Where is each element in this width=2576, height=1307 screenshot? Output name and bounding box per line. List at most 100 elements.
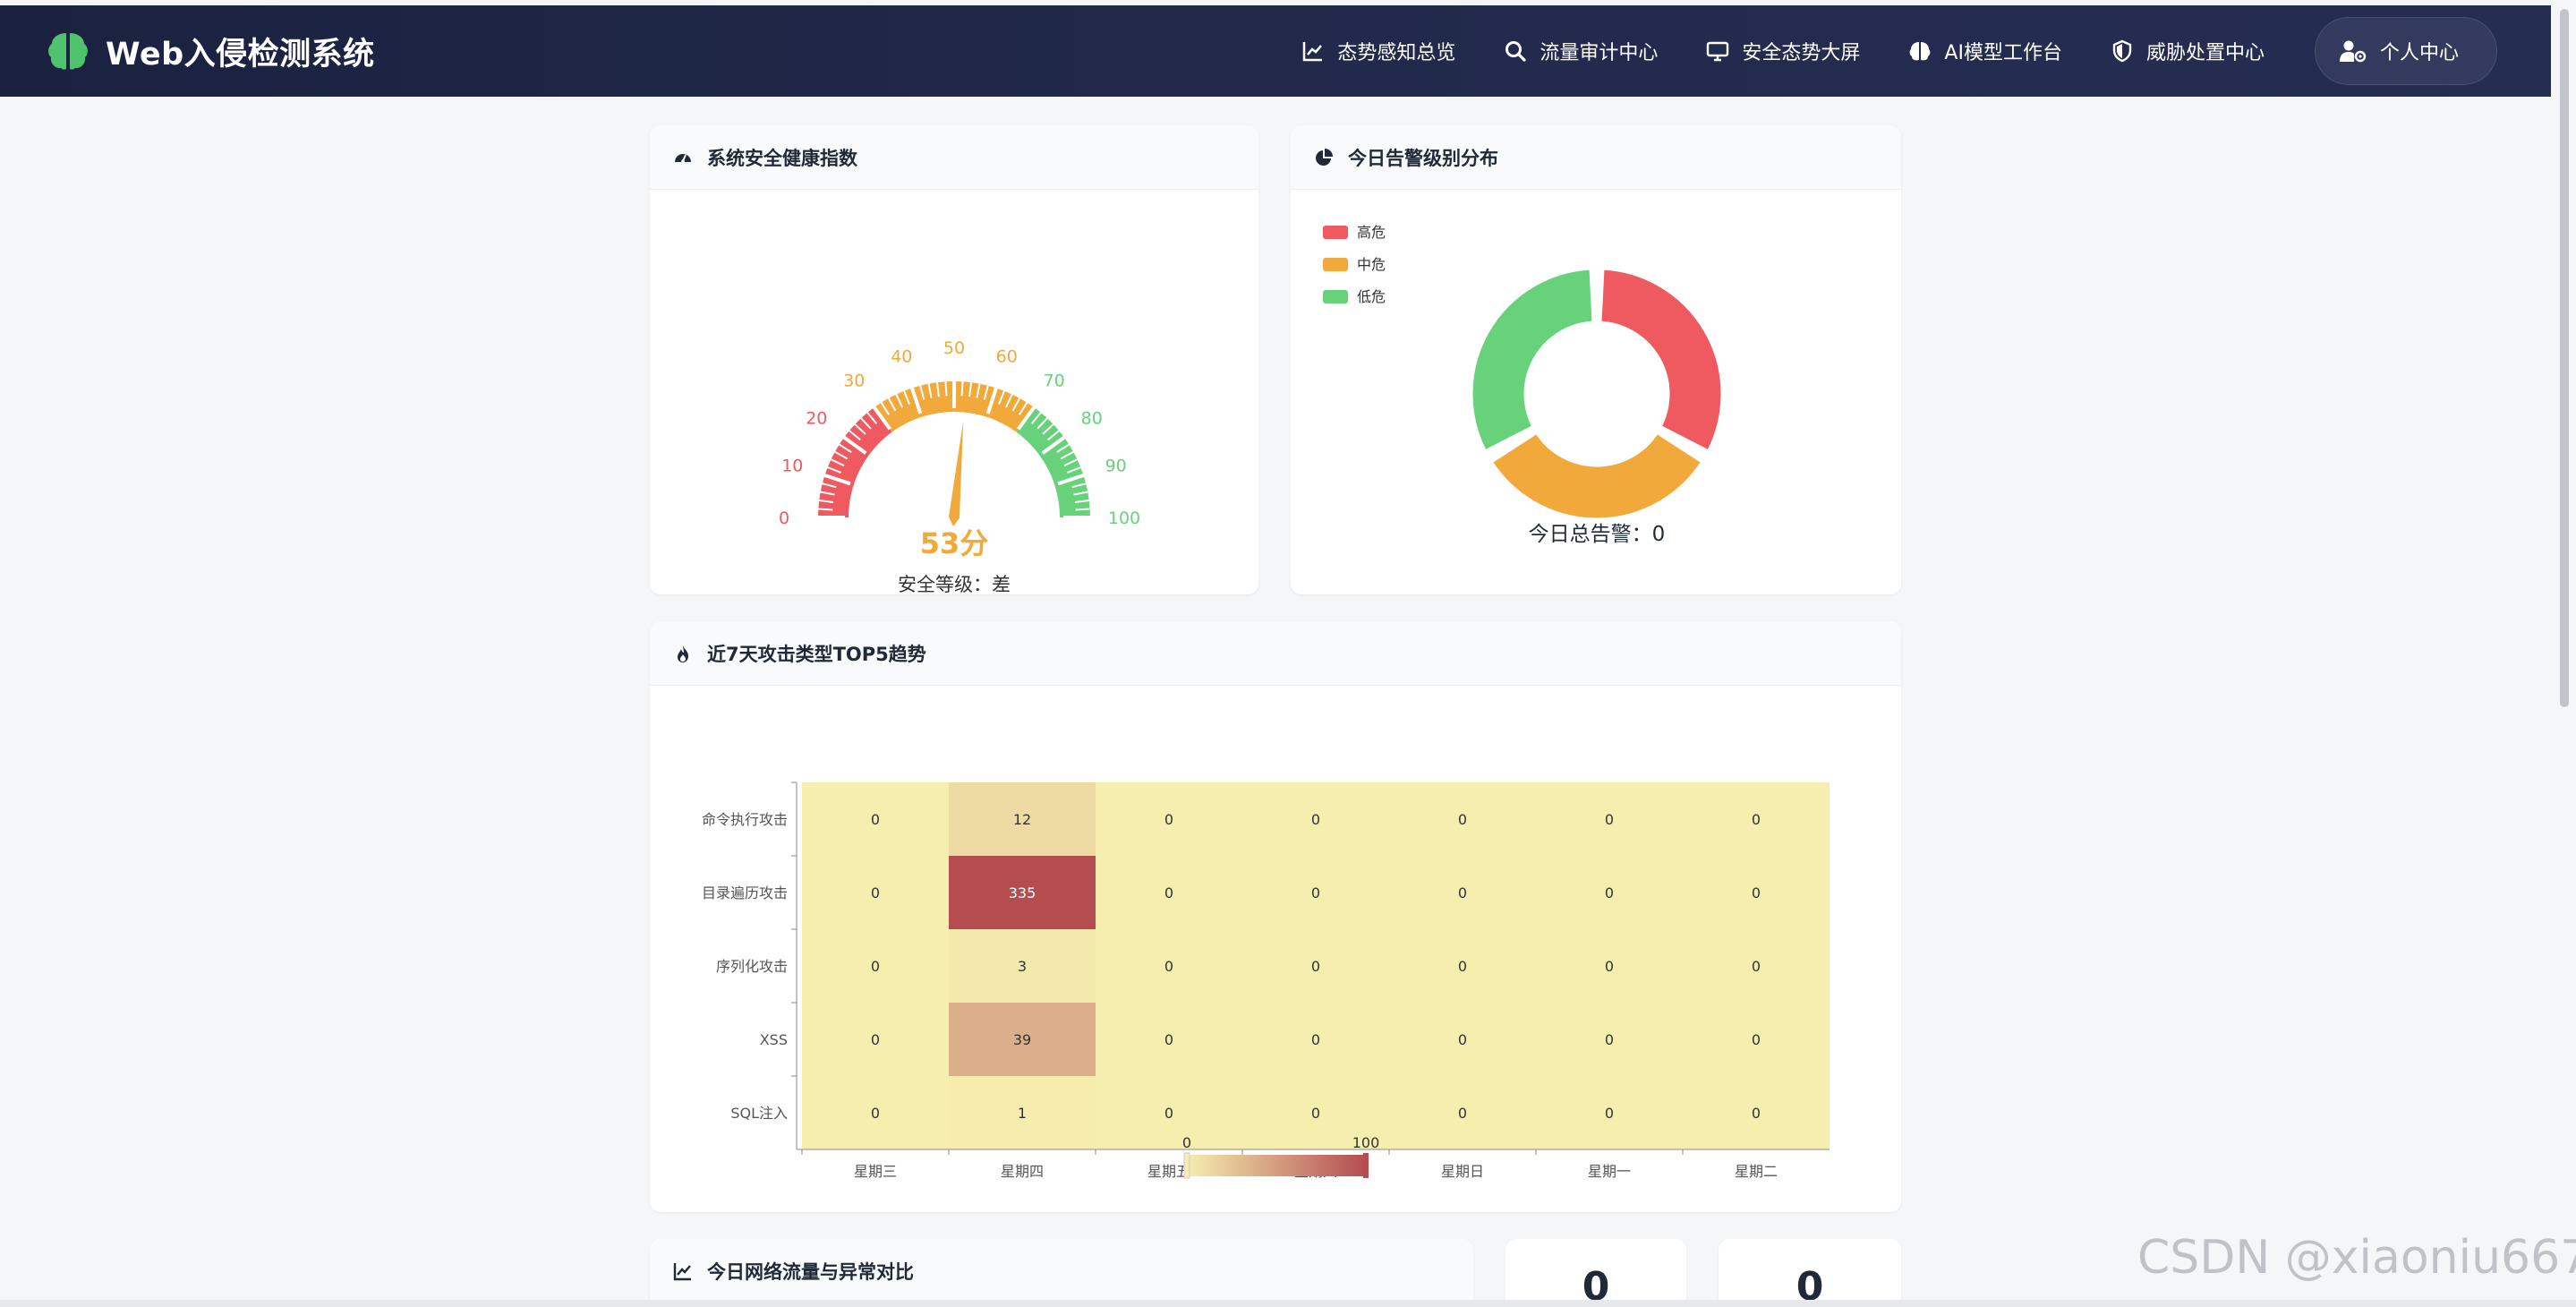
donut-slice-2 [1470,267,1595,453]
card-title: 系统安全健康指数 [707,147,857,169]
gauge-band-2 [1016,407,1090,517]
nav-item-ai-workbench[interactable]: AI模型工作台 [1908,37,2062,65]
heatmap-cell [1096,856,1242,929]
donut-slice-0 [1599,267,1724,453]
card-title: 近7天攻击类型TOP5趋势 [707,643,926,665]
card-header: 今日告警级别分布 [1291,125,1901,190]
gauge-tick [834,450,849,460]
heatmap-cell-label: 0 [1752,958,1761,975]
heatmap-cell [1389,1003,1536,1076]
legend-label-1: 中危 [1357,256,1386,273]
shield-icon [2112,39,2132,63]
gauge-tick [823,474,851,486]
heatmap-cell [802,1076,949,1149]
gauge-band-0 [818,407,892,517]
heatmap-cell [802,929,949,1003]
nav-item-overview[interactable]: 态势感知总览 [1301,37,1455,65]
nav-item-traffic-audit[interactable]: 流量审计中心 [1504,37,1658,65]
gauge-tick [919,385,925,400]
heatmap-cell [1096,929,1242,1003]
total-alert-text: 今日总告警：0 [1529,523,1666,546]
y-tick-label: 序列化攻击 [716,958,788,975]
x-tick-label: 星期一 [1588,1163,1631,1180]
visual-map-max-label: 100 [1352,1134,1380,1151]
heatmap-cell [949,856,1096,929]
top-navbar: Web入侵检测系统 态势感知总览 流量审计中心 安全态势大屏 AI模型工作台 威… [0,5,2551,97]
heatmap-cell-label: 0 [871,884,880,901]
gauge-scale-label: 20 [806,408,827,428]
heatmap-cell-label: 1 [1018,1105,1027,1122]
card-title: 今日网络流量与异常对比 [707,1260,914,1283]
watermark: CSDN @xiaoniu667 [2137,1231,2576,1285]
gauge-tick [1074,499,1089,503]
heatmap-cell-label: 0 [871,811,880,828]
gauge-tick [998,390,1005,405]
gauge-icon [675,153,691,163]
x-tick-label: 星期四 [1001,1163,1044,1180]
gauge-tick [1036,417,1048,430]
heatmap-cell-label: 0 [1164,1105,1173,1122]
heatmap-cell-label: 0 [1752,811,1761,828]
visual-map-bar [1187,1155,1366,1176]
legend-swatch-0 [1323,226,1348,239]
heatmap-cell-label: 0 [1164,811,1173,828]
nav-item-threat-response[interactable]: 威胁处置中心 [2111,37,2265,65]
gauge-scale-label: 40 [891,346,912,366]
brand[interactable]: Web入侵检测系统 [45,28,375,74]
gauge-scale-label: 70 [1044,371,1065,390]
gauge-tick [1041,436,1066,455]
x-tick-label: 星期三 [854,1163,897,1180]
heatmap-cell [1536,782,1683,856]
heatmap-cell [1389,1076,1536,1149]
gauge-tick [818,508,833,511]
gauge-scale-label: 30 [843,371,865,390]
heatmap-cell-label: 0 [1605,1105,1614,1122]
gauge-chart: 0 10 20 30 40 50 60 70 80 90 100 53分 安全等级：差 [650,190,1258,594]
gauge-tick [910,387,923,414]
heatmap-cell-label: 0 [871,1105,880,1122]
gauge-tick [819,499,834,503]
gauge-tick [827,466,841,474]
heatmap-cell-label: 0 [1311,1031,1320,1048]
heatmap-cell-label: 0 [1458,811,1467,828]
heatmap-cell-label: 0 [871,1031,880,1048]
traffic-compare-card: 今日网络流量与异常对比 [650,1239,1473,1307]
gauge-tick [822,483,837,489]
gauge-tick [849,430,861,441]
heatmap-cell-label: 0 [1164,958,1173,975]
main-nav: 态势感知总览 流量审计中心 安全态势大屏 AI模型工作台 威胁处置中心 个人中心 [1253,5,2497,97]
legend-swatch-1 [1323,258,1348,271]
heatmap-cell-label: 0 [1752,884,1761,901]
gauge-tick [1047,430,1060,441]
app-title: Web入侵检测系统 [106,36,375,73]
gauge-tick [983,385,989,400]
gauge-tick [1019,402,1028,415]
user-gear-icon [2339,40,2367,63]
gauge-scale-label: 0 [779,508,789,528]
heatmap-cell-label: 0 [1164,884,1173,901]
gauge-tick [1030,412,1042,424]
gauge-scale-label: 100 [1108,508,1140,528]
heatmap-cell-label: 0 [1458,958,1467,975]
chart-line-icon [1303,42,1323,62]
gauge-tick [1011,397,1021,412]
card-header: 今日网络流量与异常对比 [650,1239,1473,1303]
scrollbar-thumb[interactable] [2560,9,2569,707]
gauge-tick [903,390,910,405]
heatmap-cell [1242,782,1389,856]
heatmap-cell-label: 0 [1164,1031,1173,1048]
gauge-needle [949,421,964,526]
visual-map-min-label: 0 [1182,1134,1191,1151]
heatmap-cell-label: 0 [871,958,880,975]
gauge-tick [976,383,981,398]
nav-item-security-screen[interactable]: 安全态势大屏 [1706,37,1860,65]
heatmap-cell [1389,856,1536,929]
visual-map-handle-max [1363,1153,1369,1178]
gauge-tick [1071,483,1087,489]
user-center-button[interactable]: 个人中心 [2314,17,2497,85]
heatmap-cell-label: 0 [1752,1031,1761,1048]
gauge-tick [842,436,867,455]
card-header: 近7天攻击类型TOP5趋势 [650,621,1901,686]
heatmap-cell-label: 0 [1605,1031,1614,1048]
heatmap-cell-label: 0 [1311,884,1320,901]
